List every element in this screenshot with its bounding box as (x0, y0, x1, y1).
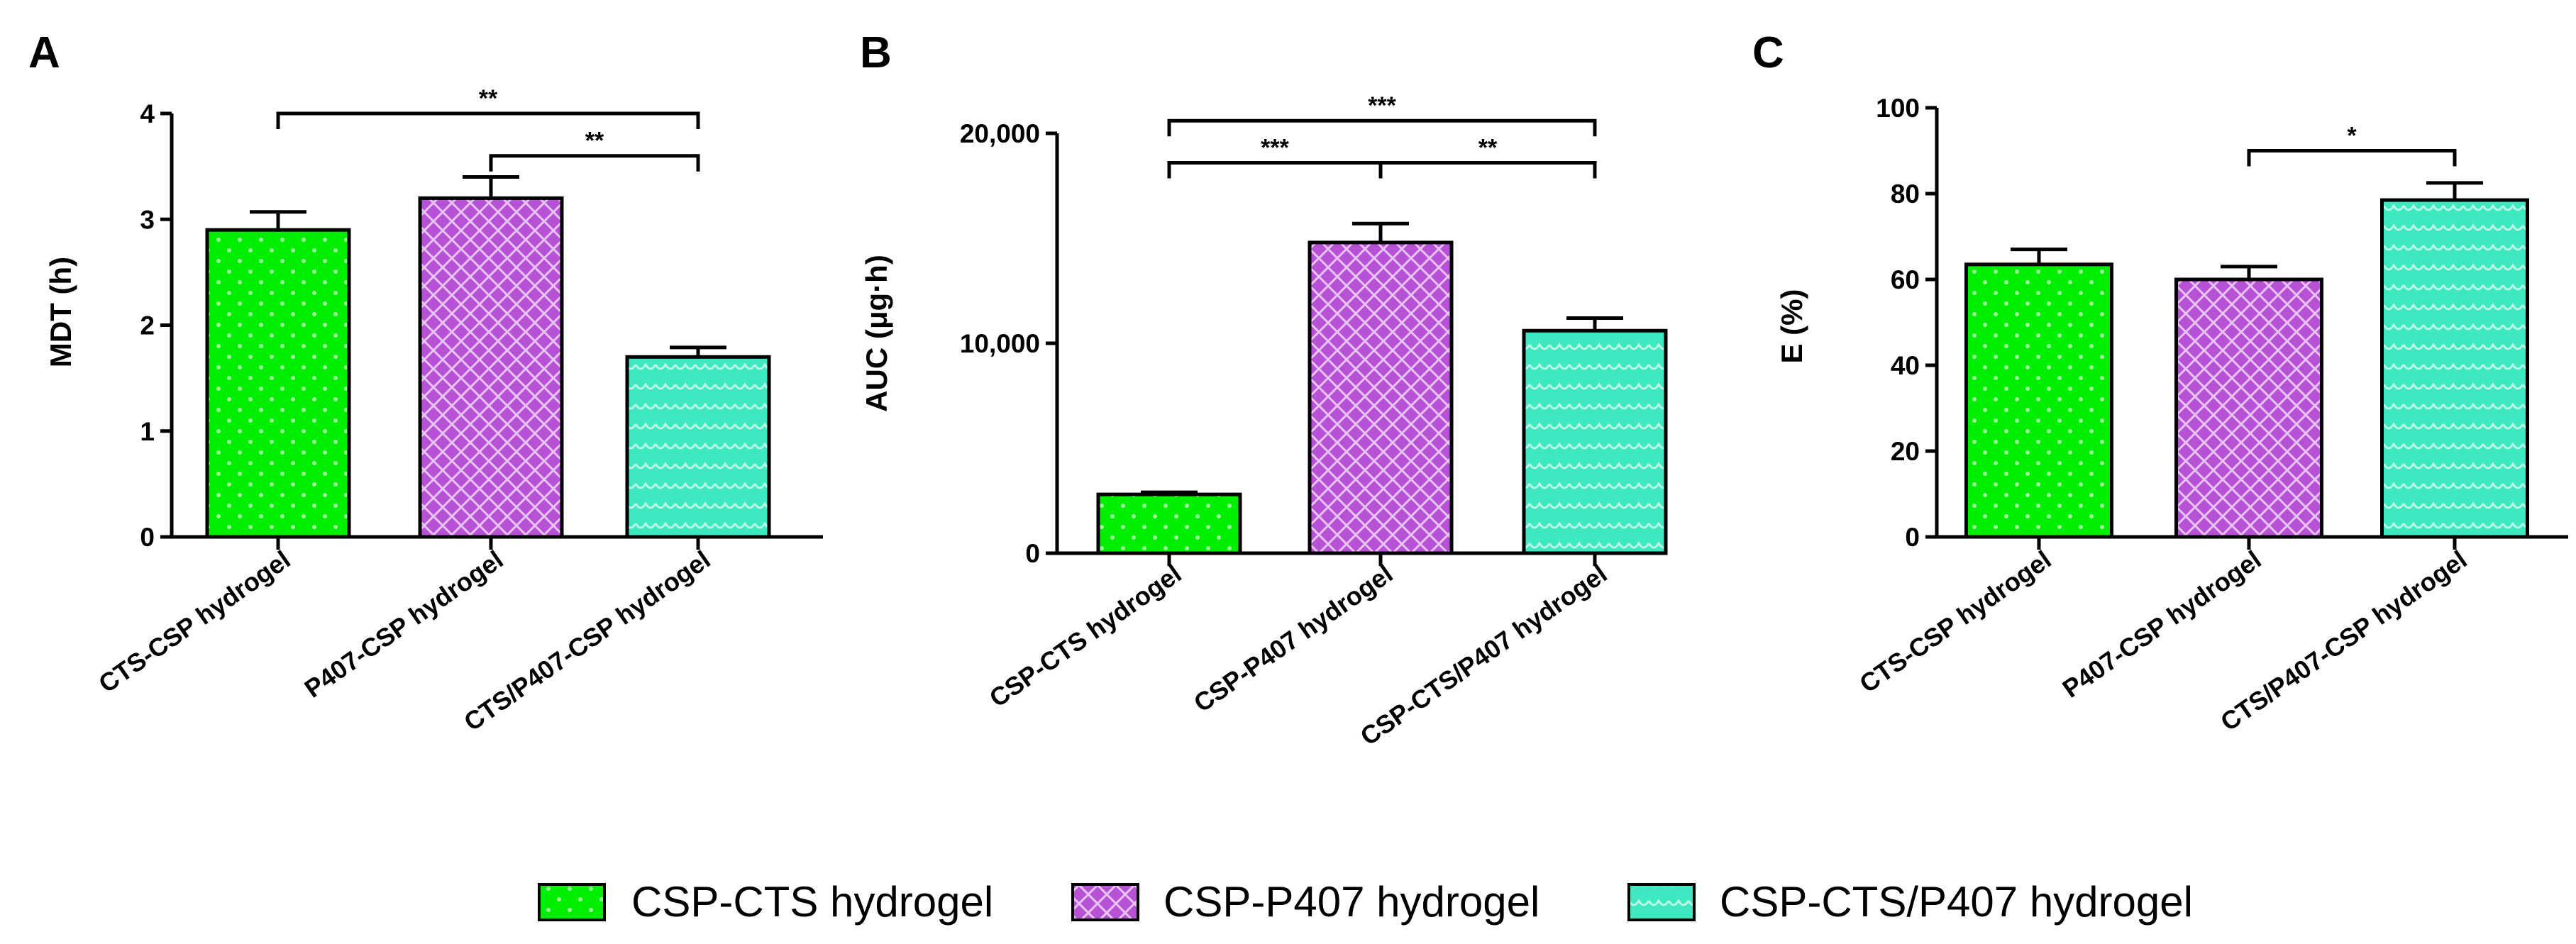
y-tick-label: 4 (140, 99, 155, 128)
y-axis-label: E (%) (1775, 289, 1808, 364)
category-label: CSP-CTS/P407 hydrogel (1355, 559, 1613, 751)
category-label: CSP-P407 hydrogel (1188, 559, 1398, 718)
chart-b-plot: 0 10,000 20,000 CSP-CTS hydrogel CSP-P407 hy… (960, 92, 1668, 751)
significance-label: *** (1261, 134, 1289, 161)
significance-label: *** (1368, 92, 1396, 119)
panel-c: C E (%) 0 20 40 60 80 100 CTS-CSP hydrogel P407… (1752, 28, 2568, 737)
y-tick-label: 3 (140, 205, 155, 234)
y-tick-label: 100 (1876, 94, 1920, 123)
significance-label: * (2347, 123, 2357, 150)
panel-a: A MDT (h) 0 1 2 3 4 CTS-CSP hydrogel P407-CSP … (28, 28, 823, 737)
category-label: CTS-CSP hydrogel (1854, 545, 2056, 699)
category-label: CTS-CSP hydrogel (93, 545, 295, 699)
y-tick-label: 60 (1891, 265, 1920, 294)
bar (418, 196, 564, 539)
significance-bracket (1167, 118, 1597, 137)
chart-c-plot: 0 20 40 60 80 100 CTS-CSP hydrogel P407-CSP hyd… (1854, 94, 2568, 737)
y-tick-label: 0 (140, 523, 155, 552)
y-axis-label: AUC (μg·h) (860, 255, 893, 412)
significance-bracket (489, 154, 700, 172)
y-axis-label: MDT (h) (44, 257, 77, 367)
significance-bracket (1167, 160, 1383, 179)
y-tick-label: 10,000 (960, 329, 1040, 358)
significance-bracket (1378, 160, 1597, 179)
legend-label-csp-cts-p407: CSP-CTS/P407 hydrogel (1720, 878, 2193, 926)
significance-bracket (2247, 149, 2457, 167)
bar (1308, 240, 1454, 555)
significance-label: ** (479, 85, 498, 112)
legend-label-csp-cts: CSP-CTS hydrogel (631, 878, 993, 926)
category-label: P407-CSP hydrogel (2057, 545, 2267, 704)
y-tick-label: 40 (1891, 351, 1920, 380)
category-label: CSP-CTS hydrogel (984, 559, 1187, 713)
legend-swatch-csp-cts (538, 883, 606, 921)
bar (205, 228, 351, 539)
legend: CSP-CTS hydrogel CSP-P407 hydrogel CSP-C… (538, 878, 2193, 926)
legend-swatch-csp-cts-p407 (1627, 883, 1696, 921)
panel-letter-a: A (28, 28, 60, 77)
panel-letter-c: C (1752, 28, 1784, 77)
y-tick-label: 0 (1025, 539, 1040, 568)
y-tick-label: 20 (1891, 437, 1920, 466)
significance-bracket (276, 111, 700, 129)
category-label: P407-CSP hydrogel (299, 545, 509, 704)
y-tick-label: 0 (1905, 523, 1920, 552)
legend-swatch-csp-p407 (1071, 883, 1139, 921)
y-tick-label: 1 (140, 417, 155, 446)
bar (1096, 492, 1242, 555)
panel-letter-b: B (860, 28, 892, 77)
bar (1964, 262, 2113, 539)
bar (1522, 328, 1668, 555)
bar (2174, 277, 2323, 539)
y-tick-label: 80 (1891, 179, 1920, 209)
y-tick-label: 2 (140, 311, 155, 340)
panel-b: B AUC (μg·h) 0 10,000 20,000 CSP-CTS hydrog… (860, 28, 1668, 751)
significance-label: ** (1478, 134, 1498, 161)
legend-label-csp-p407: CSP-P407 hydrogel (1163, 878, 1539, 926)
y-tick-label: 20,000 (960, 119, 1040, 148)
significance-label: ** (585, 128, 604, 155)
bar (625, 355, 771, 539)
bar (2380, 198, 2529, 539)
